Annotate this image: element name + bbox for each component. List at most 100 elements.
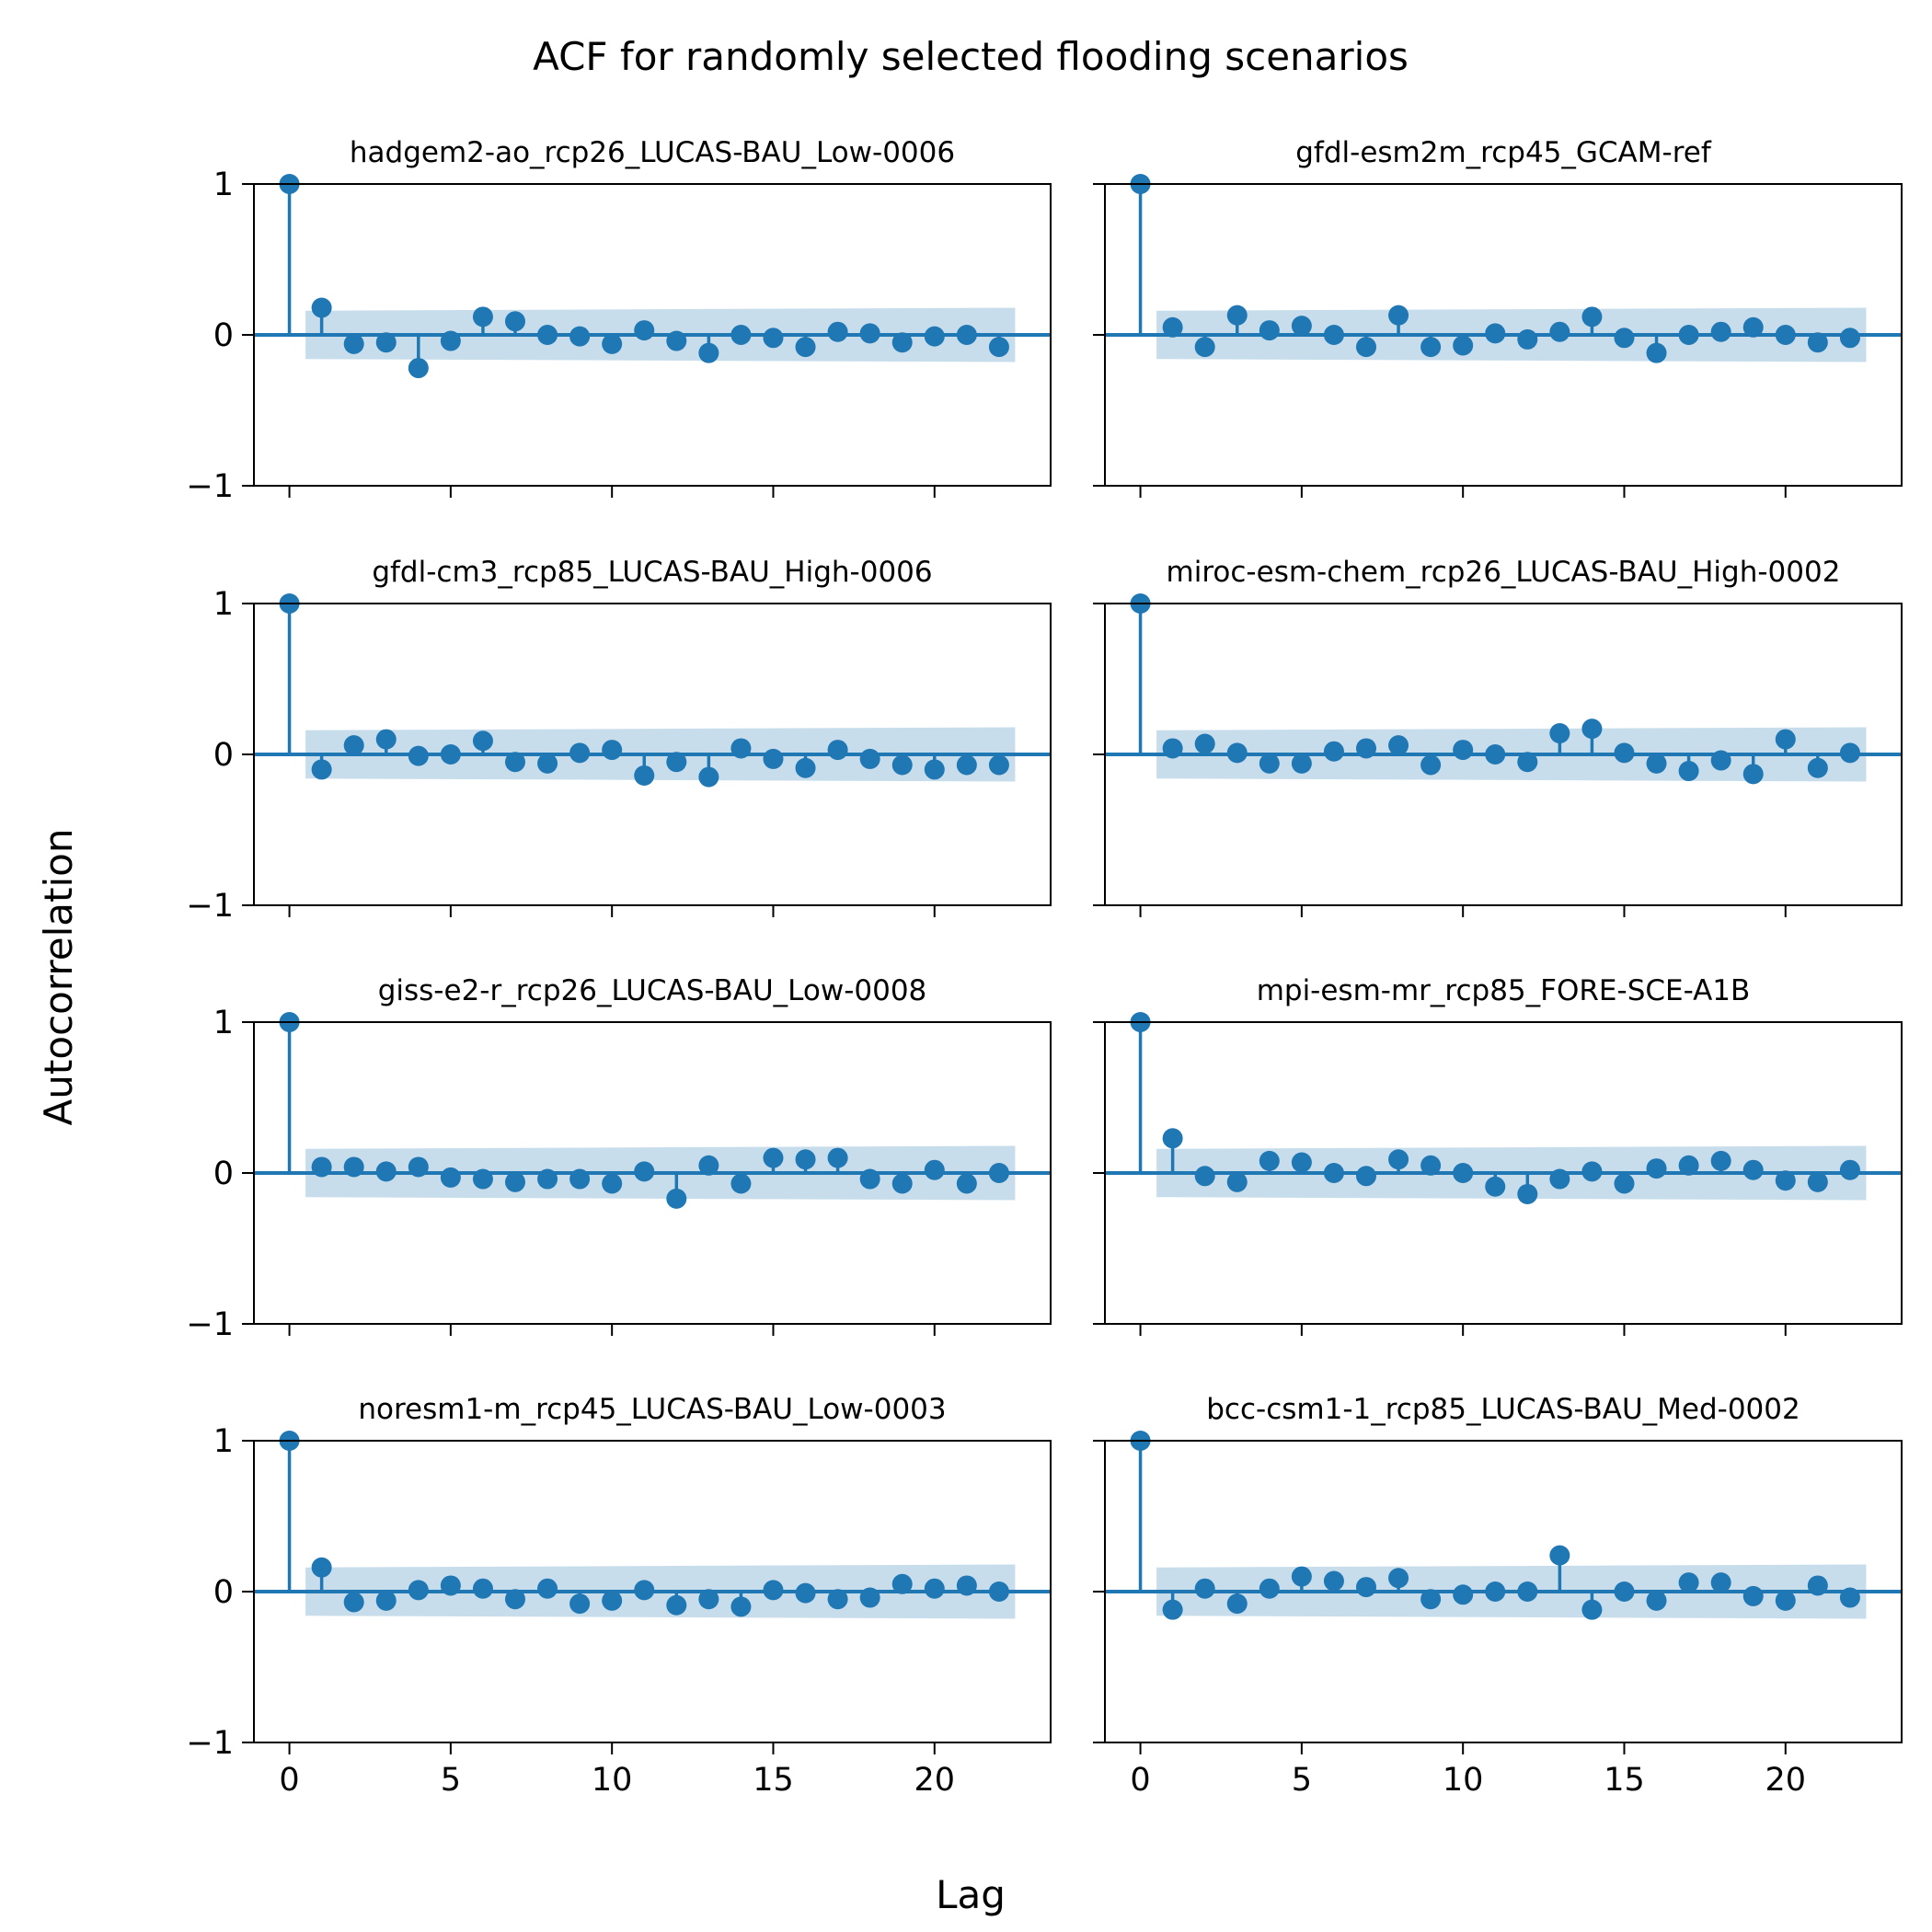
acf-point <box>1839 742 1860 764</box>
acf-point <box>1549 321 1570 342</box>
acf-point <box>1775 729 1796 750</box>
acf-point <box>1291 1566 1312 1587</box>
acf-point <box>1323 741 1344 762</box>
acf-point <box>891 332 913 353</box>
acf-point <box>988 1163 1009 1183</box>
acf-point <box>1646 1158 1667 1179</box>
acf-point <box>988 754 1009 776</box>
acf-point <box>602 333 623 354</box>
acf-point <box>1323 325 1344 345</box>
acf-point <box>504 1589 525 1610</box>
acf-point <box>891 754 913 776</box>
y-tick-label: 0 <box>213 1574 234 1611</box>
acf-point <box>1678 1572 1699 1593</box>
acf-point <box>440 1167 461 1188</box>
acf-point <box>956 1575 977 1596</box>
acf-point <box>956 325 977 345</box>
acf-panel-5: giss-e2-r_rcp26_LUCAS-BAU_Low-0008 −1 0 1 <box>186 974 1052 1343</box>
acf-point <box>1355 337 1376 358</box>
acf-point <box>1226 1171 1248 1192</box>
acf-point <box>1614 328 1635 349</box>
acf-point <box>1355 1166 1376 1187</box>
acf-point <box>1742 316 1764 338</box>
panel-title: gfdl-cm3_rcp85_LUCAS-BAU_High-0006 <box>372 556 932 589</box>
acf-point <box>859 1168 880 1190</box>
acf-point <box>1323 1163 1344 1183</box>
acf-point <box>1807 1171 1828 1192</box>
acf-point <box>1775 325 1796 345</box>
acf-point <box>440 1575 461 1596</box>
acf-point <box>375 332 397 353</box>
acf-point <box>730 738 752 759</box>
acf-point <box>634 320 655 341</box>
y-tick-label: 1 <box>213 1005 234 1041</box>
acf-point <box>634 1580 655 1601</box>
acf-point <box>537 1168 558 1190</box>
x-tick-label: 20 <box>914 1762 956 1799</box>
acf-point <box>343 1156 364 1178</box>
acf-point <box>1517 752 1538 773</box>
acf-panel-3: gfdl-cm3_rcp85_LUCAS-BAU_High-0006 −1 0 1 <box>186 556 1052 925</box>
acf-point <box>1485 1581 1506 1602</box>
acf-panel-2: gfdl-esm2m_rcp45_GCAM-ref <box>1093 136 1903 498</box>
acf-point <box>1807 1575 1828 1596</box>
acf-point <box>1517 1183 1538 1204</box>
acf-point <box>988 337 1009 358</box>
acf-point <box>763 1147 784 1168</box>
acf-point <box>1742 1159 1764 1180</box>
acf-point <box>311 1557 332 1578</box>
acf-point <box>634 765 655 786</box>
acf-point <box>891 1573 913 1594</box>
acf-point <box>1839 328 1860 349</box>
acf-point <box>537 753 558 774</box>
panel-title: gfdl-esm2m_rcp45_GCAM-ref <box>1295 136 1712 169</box>
acf-point <box>827 1589 848 1610</box>
acf-point <box>472 306 493 328</box>
acf-point <box>1775 1590 1796 1611</box>
acf-point <box>698 766 719 788</box>
acf-panel-1: hadgem2-ao_rcp26_LUCAS-BAU_Low-0006 −1 0 1 <box>186 136 1052 505</box>
y-tick-label: −1 <box>186 1725 234 1762</box>
acf-point <box>763 328 784 349</box>
acf-point <box>859 1587 880 1608</box>
acf-point <box>1388 1149 1409 1170</box>
acf-point <box>859 748 880 769</box>
acf-point <box>1291 1152 1312 1173</box>
acf-point <box>1581 719 1603 740</box>
acf-point <box>1839 1587 1860 1608</box>
acf-point <box>1453 1584 1474 1605</box>
acf-point <box>1388 735 1409 756</box>
acf-point <box>1710 750 1731 771</box>
acf-point <box>1614 1173 1635 1194</box>
acf-point <box>795 757 816 778</box>
acf-point <box>1259 320 1280 341</box>
acf-point <box>602 740 623 761</box>
acf-point <box>343 333 364 354</box>
acf-point <box>472 1578 493 1599</box>
acf-point <box>1162 1128 1183 1149</box>
y-axis-label: Autocorrelation <box>36 829 81 1126</box>
acf-point <box>602 1590 623 1611</box>
figure-title: ACF for randomly selected flooding scena… <box>533 34 1409 79</box>
acf-point <box>343 735 364 756</box>
acf-point <box>827 740 848 761</box>
x-tick-label: 15 <box>1604 1762 1645 1799</box>
acf-point <box>924 326 945 347</box>
acf-point <box>634 1161 655 1182</box>
acf-point <box>440 330 461 351</box>
acf-point <box>1742 1585 1764 1606</box>
acf-point <box>1194 733 1215 754</box>
acf-point <box>311 759 332 780</box>
y-tick-label: 1 <box>213 586 234 623</box>
acf-point <box>763 1580 784 1601</box>
acf-point <box>827 321 848 342</box>
acf-point <box>1162 738 1183 759</box>
acf-point <box>1485 1176 1506 1197</box>
acf-point <box>956 1173 977 1194</box>
acf-point <box>1194 337 1215 358</box>
acf-point <box>569 742 591 764</box>
acf-point <box>1710 1572 1731 1593</box>
acf-point <box>1646 342 1667 363</box>
acf-point <box>408 1156 429 1178</box>
